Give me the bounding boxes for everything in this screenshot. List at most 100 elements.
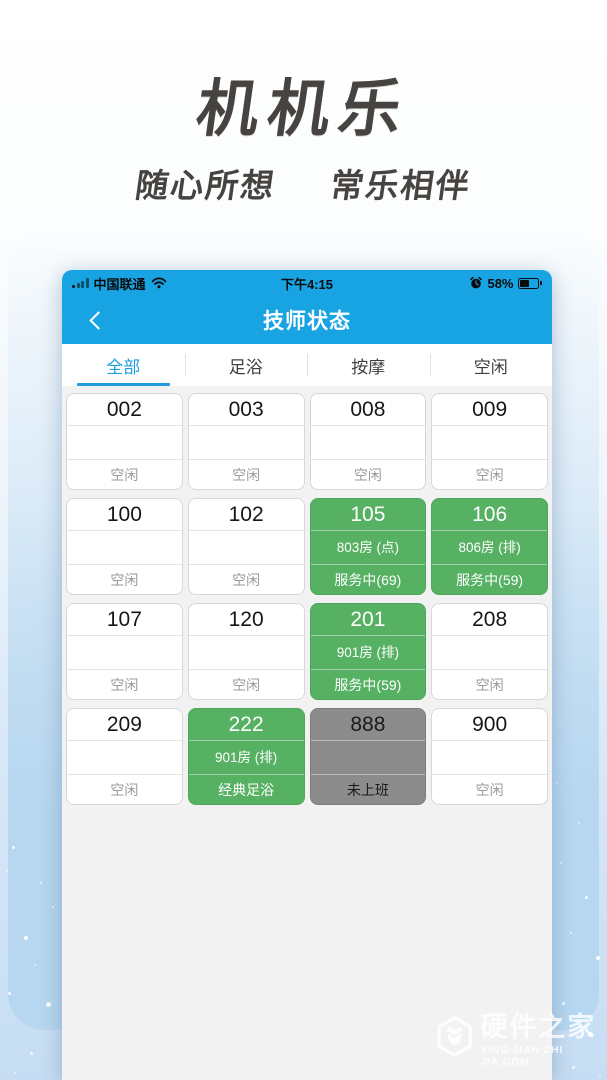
watermark-site-name: 硬件之家 <box>480 1012 597 1042</box>
technician-status: 空闲 <box>188 564 304 594</box>
technician-number: 201 <box>350 608 386 631</box>
technician-card[interactable]: 201 901房 (排) 服务中(59) <box>309 603 427 700</box>
technician-card[interactable]: 002 空闲 <box>66 393 183 490</box>
technician-room <box>310 740 426 774</box>
tagline-left: 随心所想 <box>132 167 279 205</box>
technician-room <box>432 635 547 669</box>
watermark: 硬件之家 YING JIAN ZHI JIA.COM <box>436 1012 607 1068</box>
tab-foot-bath[interactable]: 足浴 <box>184 344 308 386</box>
carrier-label: 中国联通 <box>93 276 146 292</box>
technician-status: 空闲 <box>432 774 547 804</box>
technician-card[interactable]: 008 空闲 <box>309 393 427 490</box>
technician-room <box>432 740 547 774</box>
page-title: 技师状态 <box>263 310 351 333</box>
status-bar-left: 中国联通 <box>72 274 167 293</box>
technician-room <box>67 425 182 459</box>
technician-card[interactable]: 107 空闲 <box>66 603 183 700</box>
technician-room <box>188 425 304 459</box>
battery-percent-label: 58% <box>487 275 514 291</box>
technician-card[interactable]: 003 空闲 <box>187 393 305 490</box>
technician-card[interactable]: 009 空闲 <box>431 393 548 490</box>
tab-label: 全部 <box>106 357 141 377</box>
phone-screenshot: 中国联通 下午4:15 58% <box>62 270 552 1080</box>
tab-label: 空闲 <box>473 357 508 377</box>
back-chevron-icon <box>89 310 108 330</box>
technician-room <box>310 425 426 459</box>
technician-card[interactable]: 106 806房 (排) 服务中(59) <box>431 498 548 595</box>
technician-status: 空闲 <box>188 459 304 489</box>
status-bar-right: 58% <box>469 276 542 291</box>
battery-nub <box>540 280 542 286</box>
technician-number: 002 <box>106 398 142 421</box>
technician-room <box>188 530 304 564</box>
technician-room <box>67 740 182 774</box>
technician-status: 空闲 <box>67 564 182 594</box>
wifi-icon <box>151 277 166 289</box>
technician-number: 209 <box>106 713 142 736</box>
technician-status: 服务中(69) <box>310 564 426 594</box>
watermark-site-url: YING JIAN ZHI JIA.COM <box>480 1044 564 1069</box>
technician-card[interactable]: 105 803房 (点) 服务中(69) <box>309 498 427 595</box>
technician-number: 107 <box>106 608 142 631</box>
technician-status: 空闲 <box>188 669 304 699</box>
tab-label: 足浴 <box>228 357 263 377</box>
technician-number: 120 <box>228 608 264 631</box>
cellular-signal-icon <box>72 278 89 288</box>
technician-number: 222 <box>228 713 264 736</box>
technician-room <box>67 530 182 564</box>
technician-card[interactable]: 888 未上班 <box>309 708 427 805</box>
back-button[interactable] <box>76 296 116 344</box>
technician-number: 102 <box>228 503 264 526</box>
technician-number: 100 <box>106 503 142 526</box>
technician-room <box>188 635 304 669</box>
technician-room: 803房 (点) <box>310 530 426 564</box>
technician-status: 空闲 <box>67 774 182 804</box>
technician-room: 806房 (排) <box>432 530 547 564</box>
technician-status: 服务中(59) <box>432 564 547 594</box>
technician-number: 888 <box>350 713 386 736</box>
technician-status: 未上班 <box>310 774 426 804</box>
technician-number: 009 <box>472 398 508 421</box>
technician-number: 900 <box>472 713 508 736</box>
technician-room: 901房 (排) <box>310 635 426 669</box>
technician-number: 105 <box>350 503 386 526</box>
technician-status: 空闲 <box>432 459 547 489</box>
technician-card[interactable]: 120 空闲 <box>187 603 305 700</box>
technician-room <box>432 425 547 459</box>
technician-card[interactable]: 102 空闲 <box>187 498 305 595</box>
technician-grid: 002 空闲 003 空闲 008 空闲 009 空闲 100 空闲 102 空… <box>62 386 552 805</box>
tagline-right: 常乐相伴 <box>328 167 474 205</box>
technician-status: 空闲 <box>432 669 547 699</box>
status-bar: 中国联通 下午4:15 58% <box>62 270 552 296</box>
technician-card[interactable]: 900 空闲 <box>431 708 548 805</box>
technician-room <box>67 635 182 669</box>
tab-massage[interactable]: 按摩 <box>307 344 430 386</box>
technician-card[interactable]: 209 空闲 <box>66 708 183 805</box>
clock-time: 下午4:15 <box>280 276 334 292</box>
technician-status: 空闲 <box>310 459 426 489</box>
technician-number: 106 <box>472 503 508 526</box>
tab-all[interactable]: 全部 <box>62 344 185 386</box>
technician-card[interactable]: 222 901房 (排) 经典足浴 <box>187 708 305 805</box>
phone-header: 中国联通 下午4:15 58% <box>62 270 552 344</box>
technician-room: 901房 (排) <box>188 740 304 774</box>
tab-idle[interactable]: 空闲 <box>429 344 553 386</box>
technician-status: 服务中(59) <box>310 669 426 699</box>
technician-status: 空闲 <box>67 669 182 699</box>
technician-status: 空闲 <box>67 459 182 489</box>
tab-label: 按摩 <box>351 357 386 377</box>
brand-block: 机机乐 随心所想 常乐相伴 <box>0 74 607 207</box>
technician-number: 003 <box>228 398 264 421</box>
nav-bar: 技师状态 <box>62 296 552 344</box>
hexagon-fox-icon <box>437 1016 472 1057</box>
watermark-text: 硬件之家 YING JIAN ZHI JIA.COM <box>480 1012 607 1068</box>
technician-status: 经典足浴 <box>188 774 304 804</box>
technician-card[interactable]: 208 空闲 <box>431 603 548 700</box>
technician-card[interactable]: 100 空闲 <box>66 498 183 595</box>
app-logo: 机机乐 <box>192 75 415 144</box>
technician-number: 008 <box>350 398 386 421</box>
battery-icon <box>517 277 539 289</box>
app-tagline: 随心所想 常乐相伴 <box>0 159 607 207</box>
technician-number: 208 <box>472 608 508 631</box>
